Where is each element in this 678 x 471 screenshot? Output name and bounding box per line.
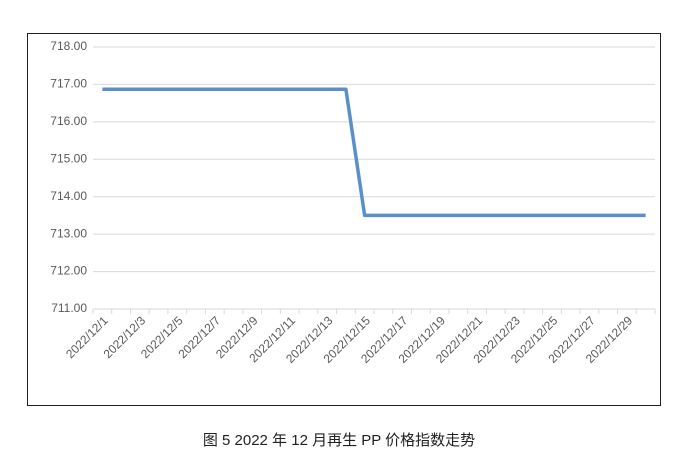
y-tick-label: 711.00 — [51, 301, 87, 315]
y-tick-label: 717.00 — [50, 77, 87, 91]
y-tick-label: 716.00 — [50, 114, 87, 128]
y-tick-label: 714.00 — [50, 189, 87, 203]
y-tick-label: 715.00 — [50, 151, 87, 165]
chart-frame — [27, 33, 661, 406]
chart-caption: 图 5 2022 年 12 月再生 PP 价格指数走势 — [203, 432, 475, 449]
data-line — [102, 87, 646, 218]
y-tick-label: 713.00 — [50, 226, 87, 240]
y-tick-label: 712.00 — [50, 264, 87, 278]
y-tick-label: 718.00 — [50, 39, 87, 53]
